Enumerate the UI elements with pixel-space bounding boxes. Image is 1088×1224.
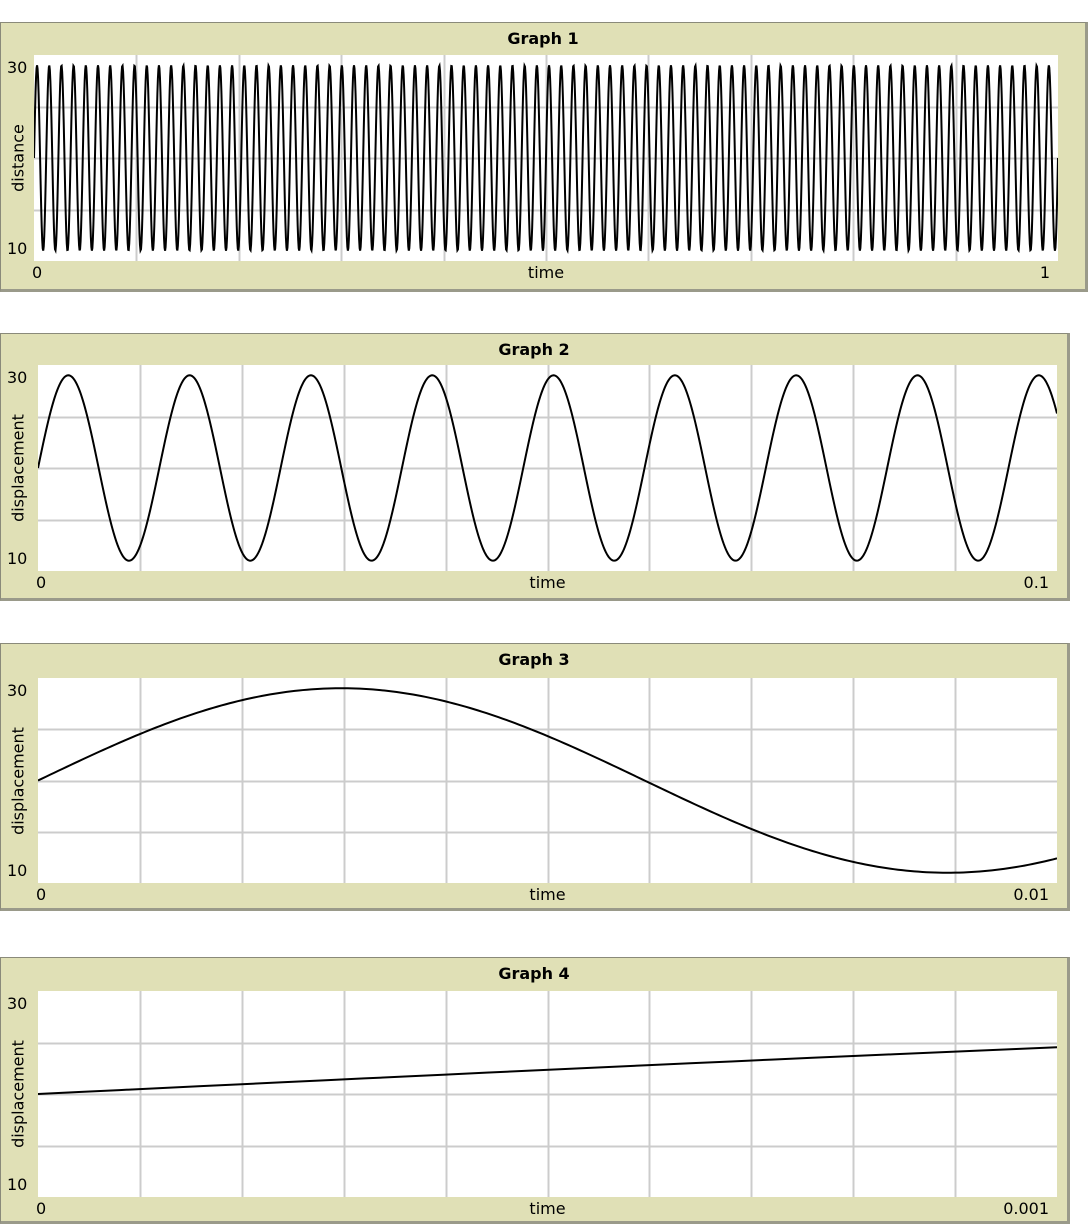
plot-svg — [38, 678, 1057, 883]
x-tick-max: 0.01 — [1013, 885, 1049, 904]
plot-panel-4: Graph 4 30 10 displacement 0 0.001 time — [0, 957, 1070, 1224]
x-tick-max: 1 — [1039, 263, 1050, 282]
y-tick-min: 10 — [7, 239, 28, 258]
chart-title: Graph 2 — [498, 340, 570, 359]
y-tick-max: 30 — [7, 681, 28, 700]
series-line — [38, 1046, 1057, 1095]
y-axis-label: displacement — [8, 414, 28, 522]
series-line — [34, 61, 1058, 255]
series-line — [38, 687, 1057, 874]
x-axis-label: time — [527, 263, 565, 282]
x-axis-label: time — [529, 1199, 566, 1218]
y-tick-max: 30 — [7, 994, 28, 1013]
y-tick-min: 10 — [7, 861, 28, 880]
x-tick-max: 0.001 — [1003, 1199, 1049, 1218]
y-tick-max: 30 — [7, 368, 28, 387]
plot-area — [34, 55, 1058, 261]
plot-area — [38, 678, 1057, 883]
plot-svg — [38, 365, 1057, 571]
plot-panel-3: Graph 3 30 10 displacement 0 0.01 time — [0, 643, 1070, 911]
plot-panel-2: Graph 2 30 10 displacement 0 0.1 time — [0, 333, 1070, 601]
y-tick-min: 10 — [7, 549, 28, 568]
plot-svg — [34, 55, 1058, 261]
chart-title: Graph 4 — [498, 964, 570, 983]
x-tick-min: 0 — [36, 1199, 47, 1218]
plot-area — [38, 365, 1057, 571]
x-tick-min: 0 — [36, 885, 47, 904]
chart-title: Graph 3 — [498, 650, 570, 669]
y-tick-max: 30 — [7, 58, 28, 77]
y-axis-label: displacement — [8, 726, 28, 835]
y-axis-label: displacement — [8, 1040, 28, 1148]
plot-area — [38, 991, 1057, 1197]
y-tick-min: 10 — [7, 1175, 28, 1194]
chart-title: Graph 1 — [507, 29, 579, 48]
plot-svg — [38, 991, 1057, 1197]
x-axis-label: time — [529, 885, 566, 904]
y-axis-label: distance — [8, 124, 28, 192]
plot-panel-1: Graph 1 30 10 distance 0 1 time — [0, 22, 1088, 292]
x-tick-min: 0 — [32, 263, 43, 282]
x-tick-max: 0.1 — [1023, 573, 1049, 592]
x-tick-min: 0 — [36, 573, 47, 592]
series-line — [38, 374, 1057, 562]
x-axis-label: time — [529, 573, 566, 592]
